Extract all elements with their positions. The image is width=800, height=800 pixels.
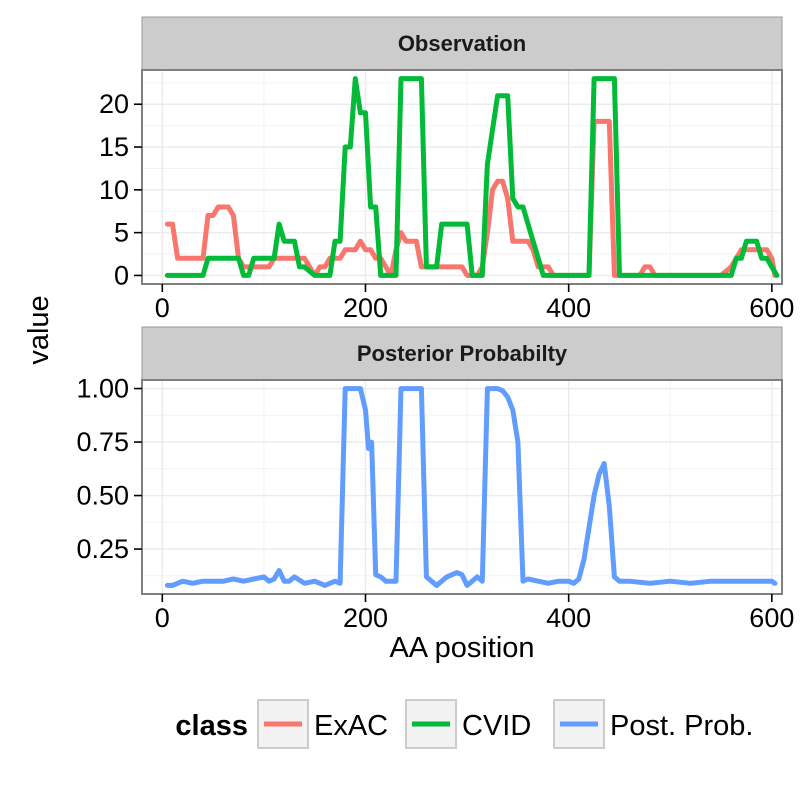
strip-title-posterior: Posterior Probabilty xyxy=(357,341,568,366)
y-tick-label: 15 xyxy=(99,132,129,162)
y-tick-label: 0 xyxy=(114,260,129,290)
y-tick-label: 5 xyxy=(114,218,129,248)
grid-posterior xyxy=(142,380,782,594)
plot-border-observation xyxy=(141,69,783,285)
series-posterior xyxy=(164,386,778,588)
plot-border-posterior xyxy=(141,379,783,595)
legend: class ExAC CVID Post. Prob. xyxy=(175,699,753,749)
x-tick-label: 600 xyxy=(749,603,794,633)
legend-entries: ExAC CVID Post. Prob. xyxy=(257,699,753,749)
series-observation xyxy=(164,76,780,278)
x-tick-label: 400 xyxy=(546,603,591,633)
x-tick-label: 600 xyxy=(749,293,794,323)
legend-label-post-prob: Post. Prob. xyxy=(610,710,753,742)
legend-key-post-prob xyxy=(553,699,605,749)
panel-posterior: 0 200 400 600 0.25 0.50 0.75 1.00 xyxy=(76,374,794,633)
y-tick-label: 0.50 xyxy=(76,481,129,511)
legend-label-exac: ExAC xyxy=(314,710,388,742)
plot-area-observation xyxy=(142,70,782,284)
series-line-cvid xyxy=(164,76,780,278)
x-axis-title: AA position xyxy=(389,632,534,664)
legend-key-exac xyxy=(257,699,309,749)
x-tick-label: 0 xyxy=(155,293,170,323)
axes-posterior: 0 200 400 600 0.25 0.50 0.75 1.00 xyxy=(76,374,794,633)
strip-title-observation: Observation xyxy=(398,31,526,56)
y-tick-label: 0.25 xyxy=(76,534,129,564)
x-tick-label: 200 xyxy=(343,603,388,633)
x-tick-label: 400 xyxy=(546,293,591,323)
panel-observation: 0 200 400 600 0 5 10 15 20 xyxy=(99,69,794,323)
legend-label-cvid: CVID xyxy=(462,710,531,742)
axes-observation: 0 200 400 600 0 5 10 15 20 xyxy=(99,89,794,323)
x-tick-label: 0 xyxy=(155,603,170,633)
plot-area-posterior xyxy=(142,380,782,594)
y-tick-label: 10 xyxy=(99,175,129,205)
y-tick-label: 20 xyxy=(99,89,129,119)
series-line-post-prob xyxy=(164,386,778,588)
strip-background-posterior xyxy=(141,326,783,381)
y-tick-label: 0.75 xyxy=(76,427,129,457)
legend-title: class xyxy=(175,710,248,742)
x-tick-label: 200 xyxy=(343,293,388,323)
strip-background-observation xyxy=(141,16,783,71)
legend-key-cvid xyxy=(405,699,457,749)
y-axis-title: value xyxy=(23,295,55,364)
y-tick-label: 1.00 xyxy=(76,374,129,404)
